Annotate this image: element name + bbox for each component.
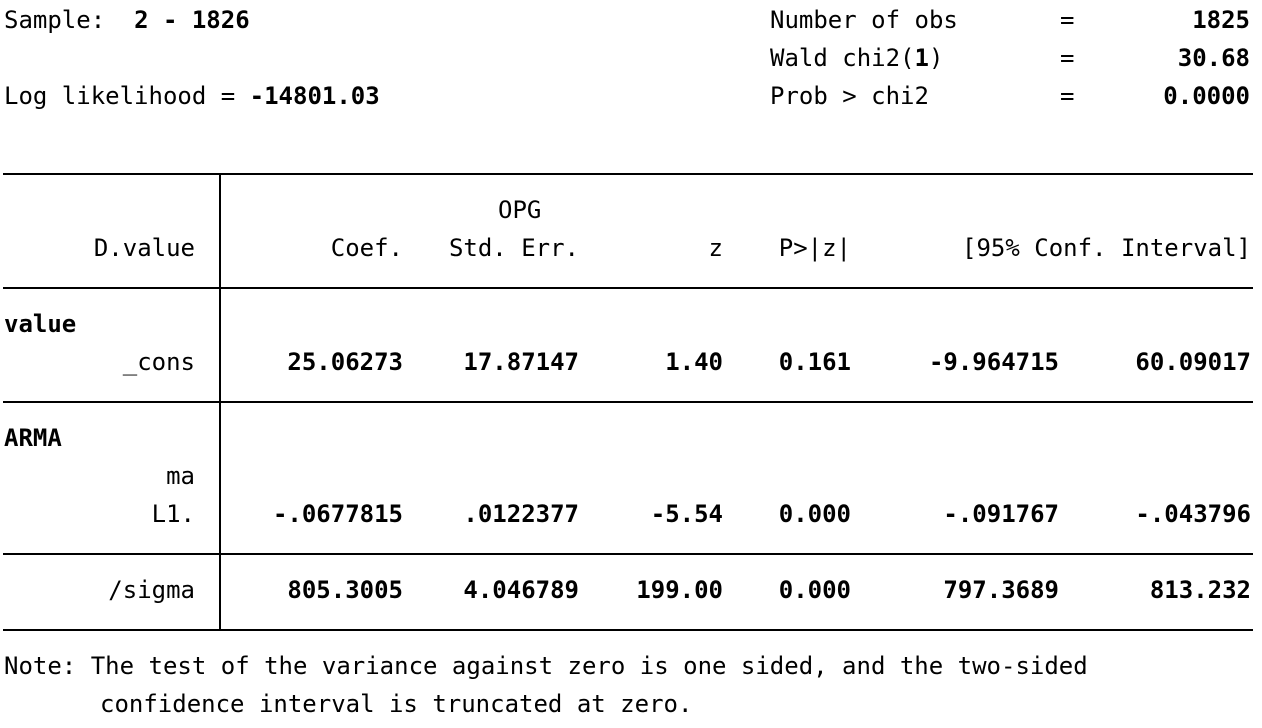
header-p: P>|z| (778, 234, 851, 262)
cell-ci-high-sigma: 813.232 (1149, 576, 1251, 604)
cell-coef-l1: -.0677815 (272, 500, 403, 528)
cell-z-l1: -5.54 (650, 500, 723, 528)
header-se: Std. Err. (448, 234, 579, 262)
note-line-1: Note: The test of the variance against z… (4, 652, 1088, 680)
cell-ci-high-l1: -.043796 (1135, 500, 1251, 528)
header-rule (3, 287, 1253, 289)
sample-line: Sample: 2 - 1826 (4, 1, 250, 39)
stat-eq-nobs: = (1060, 6, 1075, 34)
table-bottom-rule (3, 629, 1253, 631)
cell-p-cons: 0.161 (778, 348, 851, 376)
cell-p-l1: 0.000 (778, 500, 851, 528)
stat-label-wald: Wald chi2(1) (770, 44, 944, 72)
cell-se-cons: 17.87147 (463, 348, 579, 376)
cell-se-l1: .0122377 (463, 500, 579, 528)
equation-label-value: value (4, 310, 77, 338)
sample-label: Sample: (4, 6, 106, 34)
stat-value-nobs: 1825 (1192, 6, 1250, 34)
section-rule-2 (3, 553, 1253, 555)
cell-p-sigma: 0.000 (778, 576, 851, 604)
loglik-label: Log likelihood = (4, 82, 250, 110)
loglik-value: -14801.03 (249, 82, 380, 110)
stat-label-prob: Prob > chi2 (770, 82, 929, 110)
sample-value: 2 - 1826 (134, 6, 250, 34)
table-divider (219, 174, 221, 630)
cell-z-sigma: 199.00 (636, 576, 723, 604)
header-depvar: D.value (93, 234, 195, 262)
row-label-sigma: /sigma (108, 576, 195, 604)
row-label-l1: L1. (151, 500, 195, 528)
note-line-2: confidence interval is truncated at zero… (100, 690, 693, 718)
stat-label-nobs: Number of obs (770, 6, 958, 34)
cell-ci-low-cons: -9.964715 (928, 348, 1059, 376)
equation-label-arma: ARMA (4, 424, 62, 452)
header-coef: Coef. (330, 234, 403, 262)
header-opg: OPG (498, 196, 542, 224)
table-top-rule (3, 173, 1253, 175)
cell-ci-low-sigma: 797.3689 (943, 576, 1059, 604)
loglik-line: Log likelihood = -14801.03 (4, 77, 380, 115)
row-sublabel-ma: ma (166, 462, 195, 490)
cell-coef-cons: 25.06273 (287, 348, 403, 376)
row-label-cons: _cons (122, 348, 195, 376)
header-z: z (708, 234, 723, 262)
stat-eq-wald: = (1060, 44, 1075, 72)
section-rule-1 (3, 401, 1253, 403)
stat-value-wald: 30.68 (1177, 44, 1250, 72)
stat-value-prob: 0.0000 (1163, 82, 1250, 110)
cell-se-sigma: 4.046789 (463, 576, 579, 604)
cell-coef-sigma: 805.3005 (287, 576, 403, 604)
header-ci: [95% Conf. Interval] (962, 234, 1251, 262)
cell-ci-low-l1: -.091767 (943, 500, 1059, 528)
stat-eq-prob: = (1060, 82, 1075, 110)
cell-z-cons: 1.40 (665, 348, 723, 376)
cell-ci-high-cons: 60.09017 (1135, 348, 1251, 376)
